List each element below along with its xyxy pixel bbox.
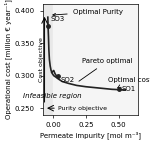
Text: SO1: SO1 <box>121 86 135 92</box>
Text: SO3: SO3 <box>50 16 65 22</box>
Bar <box>53 4 138 115</box>
Text: Cost objective: Cost objective <box>39 37 44 82</box>
Text: Optimal cost: Optimal cost <box>108 77 150 88</box>
Text: Infeasible region: Infeasible region <box>23 94 82 100</box>
X-axis label: Permeate impurity [mol m⁻³]: Permeate impurity [mol m⁻³] <box>40 131 141 139</box>
Y-axis label: Operational cost [million € year⁻¹]: Operational cost [million € year⁻¹] <box>4 0 12 119</box>
Text: Pareto optimal: Pareto optimal <box>79 58 132 81</box>
Text: SO2: SO2 <box>61 77 75 83</box>
Text: Optimal Purity: Optimal Purity <box>53 9 123 16</box>
Text: Purity objective: Purity objective <box>58 106 107 111</box>
Bar <box>43 4 53 115</box>
